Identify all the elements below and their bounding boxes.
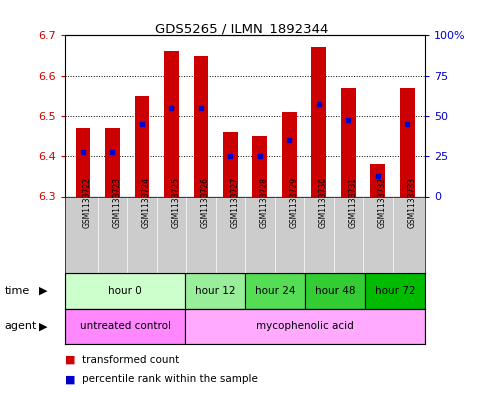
Text: percentile rank within the sample: percentile rank within the sample xyxy=(82,374,258,384)
Text: GSM1133727: GSM1133727 xyxy=(230,177,240,228)
Text: hour 48: hour 48 xyxy=(315,286,355,296)
Text: GSM1133733: GSM1133733 xyxy=(407,177,416,228)
Text: time: time xyxy=(5,286,30,296)
Bar xyxy=(305,273,365,309)
Text: GSM1133725: GSM1133725 xyxy=(171,177,180,228)
Bar xyxy=(185,309,425,344)
Text: GSM1133722: GSM1133722 xyxy=(83,177,92,228)
Text: ■: ■ xyxy=(65,354,76,365)
Text: hour 12: hour 12 xyxy=(195,286,235,296)
Bar xyxy=(223,132,238,196)
Text: ▶: ▶ xyxy=(39,286,48,296)
Bar xyxy=(185,273,245,309)
Text: hour 24: hour 24 xyxy=(255,286,296,296)
Text: ▶: ▶ xyxy=(39,321,48,331)
Text: GSM1133732: GSM1133732 xyxy=(378,177,387,228)
Text: GSM1133728: GSM1133728 xyxy=(260,177,269,228)
Text: ■: ■ xyxy=(65,374,76,384)
Bar xyxy=(105,128,120,196)
Text: GSM1133723: GSM1133723 xyxy=(113,177,121,228)
Text: GSM1133724: GSM1133724 xyxy=(142,177,151,228)
Text: agent: agent xyxy=(5,321,37,331)
Bar xyxy=(194,55,208,196)
Text: transformed count: transformed count xyxy=(82,354,179,365)
Bar xyxy=(365,273,425,309)
Bar xyxy=(341,88,355,196)
Bar xyxy=(65,309,185,344)
Text: GDS5265 / ILMN_1892344: GDS5265 / ILMN_1892344 xyxy=(155,22,328,35)
Text: hour 0: hour 0 xyxy=(108,286,142,296)
Bar xyxy=(75,128,90,196)
Bar xyxy=(164,51,179,196)
Text: GSM1133730: GSM1133730 xyxy=(319,177,328,228)
Bar xyxy=(253,136,267,196)
Bar xyxy=(135,96,149,196)
Bar xyxy=(370,164,385,196)
Text: hour 72: hour 72 xyxy=(375,286,415,296)
Text: GSM1133726: GSM1133726 xyxy=(201,177,210,228)
Bar xyxy=(282,112,297,196)
Bar xyxy=(245,273,305,309)
Text: mycophenolic acid: mycophenolic acid xyxy=(256,321,354,331)
Bar xyxy=(400,88,415,196)
Bar xyxy=(65,273,185,309)
Bar xyxy=(312,48,326,196)
Text: GSM1133731: GSM1133731 xyxy=(348,177,357,228)
Text: GSM1133729: GSM1133729 xyxy=(289,177,298,228)
Text: untreated control: untreated control xyxy=(80,321,170,331)
